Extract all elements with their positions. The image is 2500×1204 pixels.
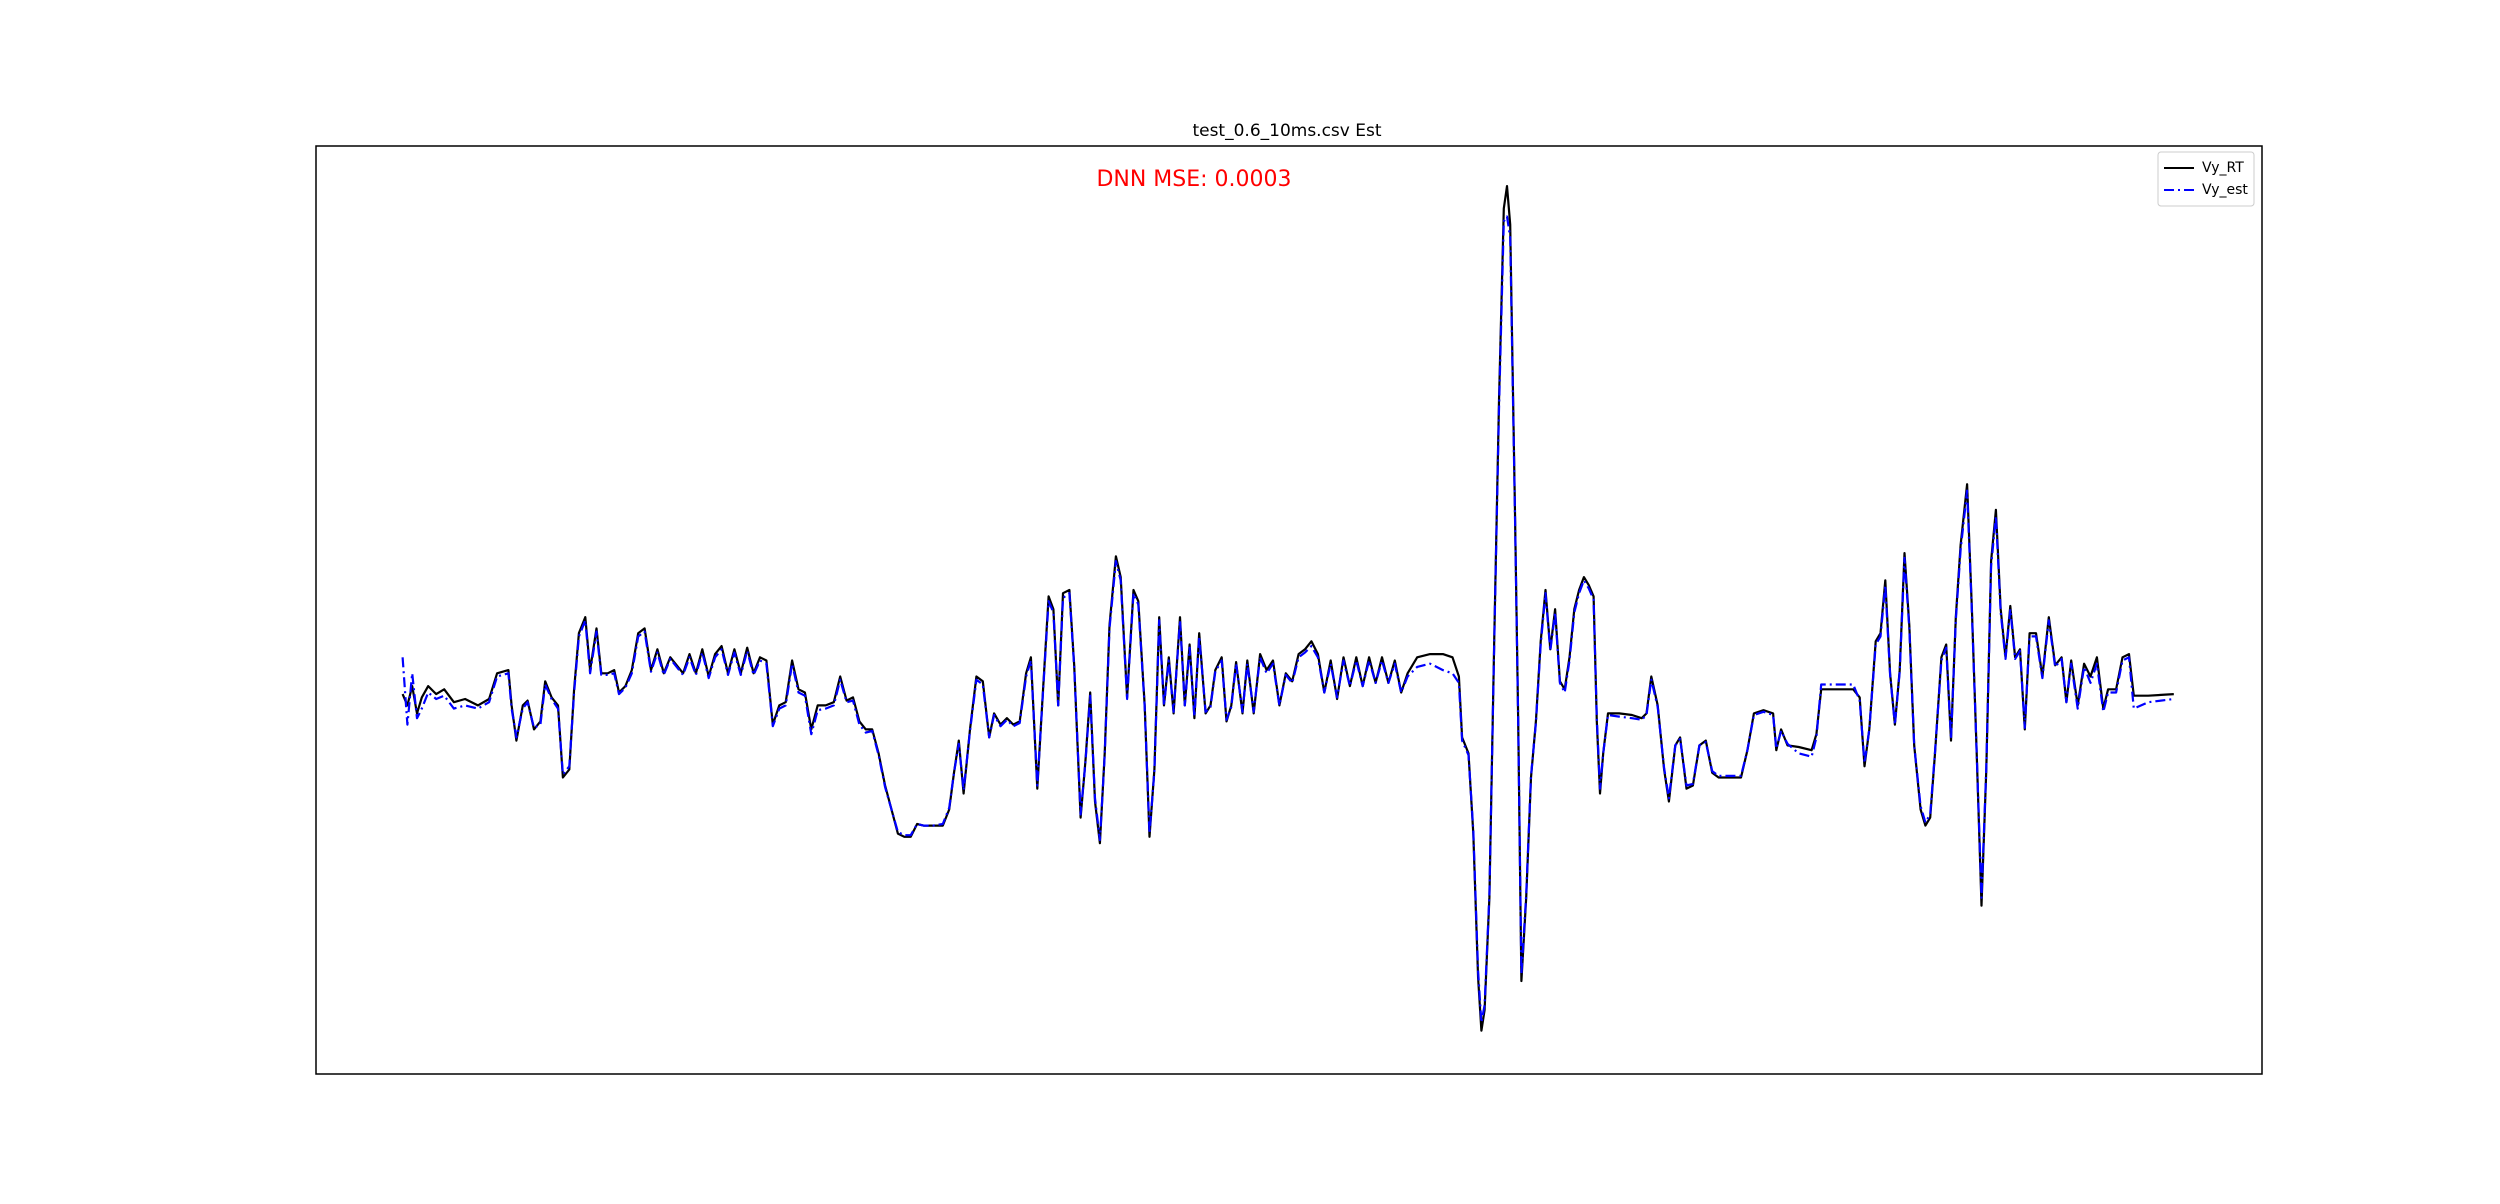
legend-label: Vy_est	[2202, 182, 2248, 198]
series-line	[401, 215, 2174, 1024]
legend-label: Vy_RT	[2202, 160, 2244, 176]
legend-frame	[2157, 151, 2255, 207]
plot-area	[401, 185, 2174, 1032]
annotation: DNN MSE: 0.0003	[1096, 167, 1291, 192]
chart-title: test_0.6_10ms.csv Est	[1192, 121, 1381, 141]
legend: Vy_RT Vy_est	[2157, 151, 2255, 207]
axes-frame	[315, 145, 2263, 1075]
